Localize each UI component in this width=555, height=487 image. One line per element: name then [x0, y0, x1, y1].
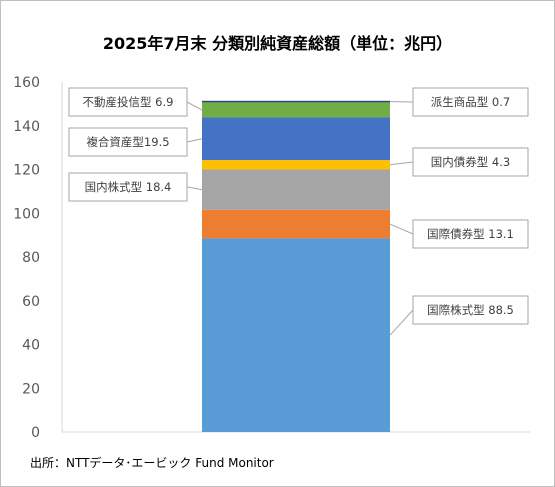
- leader-line: [389, 223, 414, 235]
- y-tick-label: 80: [22, 250, 40, 266]
- data-label-box: [412, 295, 529, 325]
- data-label-box: [412, 219, 529, 249]
- bar-segment-7: [202, 100, 390, 103]
- leader-line: [186, 138, 203, 143]
- data-label: 国内債券型 4.3: [431, 155, 510, 169]
- y-tick-label: 0: [31, 425, 40, 441]
- data-label: 派生商品型 0.7: [431, 95, 510, 109]
- bar-segment-1: [202, 238, 390, 432]
- leader-line: [186, 186, 203, 191]
- data-label: 不動産投信型 6.9: [83, 95, 174, 109]
- y-tick-label: 40: [22, 338, 40, 354]
- bar-segment-4: [202, 160, 390, 170]
- source-note: 出所：NTTデータ･エービック Fund Monitor: [30, 456, 274, 470]
- leader-line: [389, 161, 414, 166]
- y-tick-label: 100: [13, 206, 40, 222]
- data-label-box: [412, 147, 529, 177]
- data-label: 国内株式型 18.4: [85, 180, 172, 194]
- bar-segment-2: [202, 209, 390, 239]
- data-label: 複合資産型19.5: [86, 135, 169, 149]
- data-label-box: [412, 87, 529, 117]
- y-tick-label: 140: [13, 119, 40, 135]
- bar-segment-3: [202, 169, 390, 210]
- data-label-box: [68, 87, 188, 117]
- leader-line: [186, 101, 203, 111]
- y-tick-label: 20: [22, 381, 40, 397]
- y-tick-label: 60: [22, 294, 40, 310]
- data-label: 国際株式型 88.5: [427, 303, 514, 317]
- data-label-box: [68, 172, 188, 202]
- bar-segment-6: [202, 102, 390, 118]
- bar-segment-5: [202, 117, 390, 161]
- data-label-box: [68, 127, 188, 157]
- y-tick-label: 120: [13, 163, 40, 179]
- y-tick-label: 160: [13, 75, 40, 91]
- leader-line: [389, 309, 414, 336]
- chart-title: 2025年7月末 分類別純資産総額（単位：兆円）: [102, 34, 453, 53]
- data-label: 国際債券型 13.1: [427, 227, 514, 241]
